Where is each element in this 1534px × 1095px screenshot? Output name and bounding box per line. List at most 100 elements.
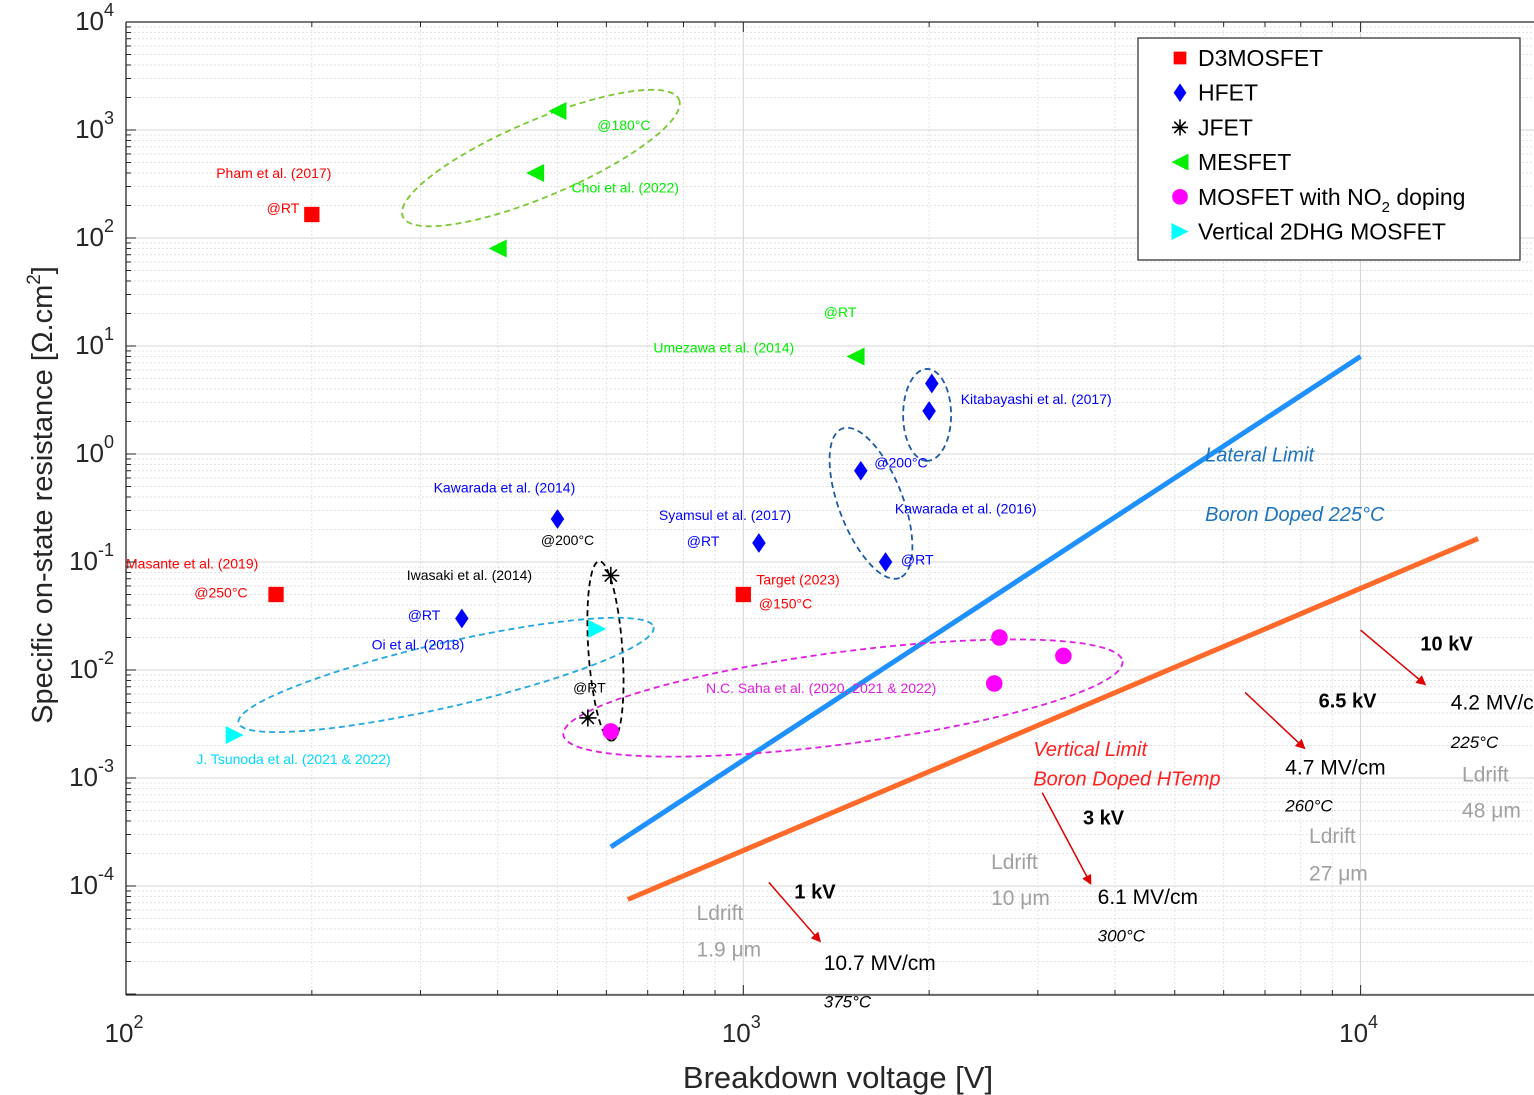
point-triangle-left — [488, 239, 507, 258]
annotation-label: Umezawa et al. (2014) — [653, 340, 794, 356]
data-points — [225, 101, 1072, 745]
group-ellipse — [902, 368, 953, 462]
point-circle — [602, 723, 620, 740]
annotation-label: Ldrift — [697, 902, 744, 925]
annotation-label: 300°C — [1098, 927, 1146, 946]
legend-marker-diamond — [1173, 83, 1187, 103]
y-tick-label: 10-4 — [69, 864, 114, 900]
annotation-label: Kitabayashi et al. (2017) — [961, 391, 1112, 407]
annotation-label: @RT — [408, 607, 441, 623]
annotation-label: @RT — [267, 200, 300, 216]
annotation-label: 6.1 MV/cm — [1098, 886, 1198, 909]
point-square — [304, 206, 320, 223]
annotation-label: 10 μm — [991, 887, 1050, 910]
legend-label: JFET — [1198, 114, 1253, 140]
legend-label: MOSFET with NO2 doping — [1198, 184, 1465, 216]
annotation-label: 225°C — [1450, 733, 1499, 752]
field-arrow — [1360, 629, 1427, 686]
annotation-label: N.C. Saha et al. (2020, 2021 & 2022) — [706, 680, 936, 696]
annotation-label: Ldrift — [991, 851, 1038, 874]
field-arrows — [768, 629, 1427, 943]
limit-lines — [609, 354, 1480, 902]
legend-marker-circle — [1172, 188, 1188, 205]
y-tick-label: 102 — [75, 216, 114, 252]
annotation-label: Pham et al. (2017) — [216, 165, 331, 181]
group-ellipse — [828, 426, 914, 580]
group-ellipse — [401, 88, 681, 228]
point-asterisk — [602, 566, 620, 585]
annotations: Pham et al. (2017) @RT Masante et al. (201… — [126, 117, 1534, 1011]
point-diamond — [550, 509, 565, 529]
y-tick-label: 103 — [75, 108, 114, 144]
legend: D3MOSFET HFET JFET MESFET MOSFET with NO2 do… — [1137, 37, 1521, 261]
point-square — [735, 586, 751, 603]
point-diamond — [878, 552, 893, 572]
axes: 10-4 10-3 10-2 10-1 100 101 102 103 104 102 103 104 — [69, 0, 1534, 1048]
annotation-label: @RT — [901, 551, 934, 567]
point-triangle-left — [846, 347, 865, 366]
annotation-label: 4.2 MV/cm — [1451, 692, 1534, 715]
point-diamond — [854, 460, 868, 481]
annotation-label: 1.9 μm — [697, 939, 762, 962]
annotation-label: Vertical Limit — [1033, 739, 1148, 761]
annotation-label: @RT — [824, 304, 857, 320]
vertical-limit-line — [626, 536, 1480, 902]
annotation-label: Iwasaki et al. (2014) — [407, 567, 532, 583]
x-tick-label: 103 — [722, 1012, 761, 1048]
point-triangle-right — [588, 619, 607, 638]
x-tick-label: 102 — [105, 1012, 144, 1048]
point-asterisk — [579, 709, 597, 727]
group-ellipse — [586, 560, 625, 742]
annotation-label: Ldrift — [1309, 825, 1356, 848]
legend-marker-square — [1173, 51, 1187, 65]
point-diamond — [752, 533, 766, 553]
annotation-label: Syamsul et al. (2017) — [659, 507, 791, 523]
legend-label: MESFET — [1198, 149, 1291, 175]
point-triangle-left — [526, 163, 545, 182]
point-circle — [1055, 647, 1072, 665]
x-axis-label: Breakdown voltage [V] — [683, 1060, 993, 1095]
annotation-label: @200°C — [541, 532, 594, 548]
y-axis-label: Specific on-state resistance [Ω.cm2] — [24, 266, 59, 724]
annotation-label: @200°C — [874, 454, 927, 470]
legend-marker-asterisk — [1171, 119, 1189, 136]
annotation-label: Lateral Limit — [1205, 445, 1315, 467]
legend-marker-triangle-right — [1171, 223, 1189, 240]
annotation-label: @RT — [573, 679, 606, 695]
annotation-label: 4.7 MV/cm — [1285, 756, 1385, 779]
annotation-label: 1 kV — [794, 881, 836, 903]
field-arrow — [1041, 792, 1092, 886]
annotation-label: Masante et al. (2019) — [126, 556, 258, 572]
annotation-label: Boron Doped 225°C — [1205, 504, 1385, 526]
y-tick-label: 10-2 — [69, 648, 114, 684]
point-triangle-left — [548, 101, 567, 120]
point-triangle-right — [225, 726, 244, 745]
legend-label: D3MOSFET — [1198, 45, 1323, 71]
x-tick-label: 104 — [1339, 1012, 1378, 1048]
annotation-label: 10 kV — [1420, 633, 1473, 655]
group-ellipse — [237, 616, 655, 734]
field-arrow — [1244, 691, 1306, 750]
annotation-label: @250°C — [194, 584, 247, 600]
y-tick-label: 104 — [75, 0, 114, 36]
y-tick-label: 10-1 — [69, 540, 114, 576]
annotation-label: @RT — [687, 533, 720, 549]
annotation-label: 10.7 MV/cm — [824, 952, 936, 975]
annotation-label: @180°C — [597, 117, 650, 133]
annotation-label: Boron Doped HTemp — [1033, 769, 1220, 791]
group-ellipses — [237, 88, 1124, 758]
asterisk-stroke — [604, 568, 618, 583]
lateral-limit-line — [609, 354, 1362, 850]
point-square — [268, 586, 284, 603]
annotation-label: 375°C — [824, 992, 872, 1011]
asterisk-stroke — [581, 711, 595, 725]
annotation-label: Target (2023) — [756, 571, 839, 587]
annotation-label: 48 μm — [1462, 800, 1521, 823]
field-arrow — [768, 881, 822, 943]
annotation-label: Ldrift — [1462, 763, 1509, 786]
y-tick-label: 10-3 — [69, 756, 114, 792]
annotation-label: J. Tsunoda et al. (2021 & 2022) — [196, 751, 390, 767]
annotation-label: 6.5 kV — [1319, 690, 1377, 712]
legend-marker-triangle-left — [1171, 153, 1189, 171]
